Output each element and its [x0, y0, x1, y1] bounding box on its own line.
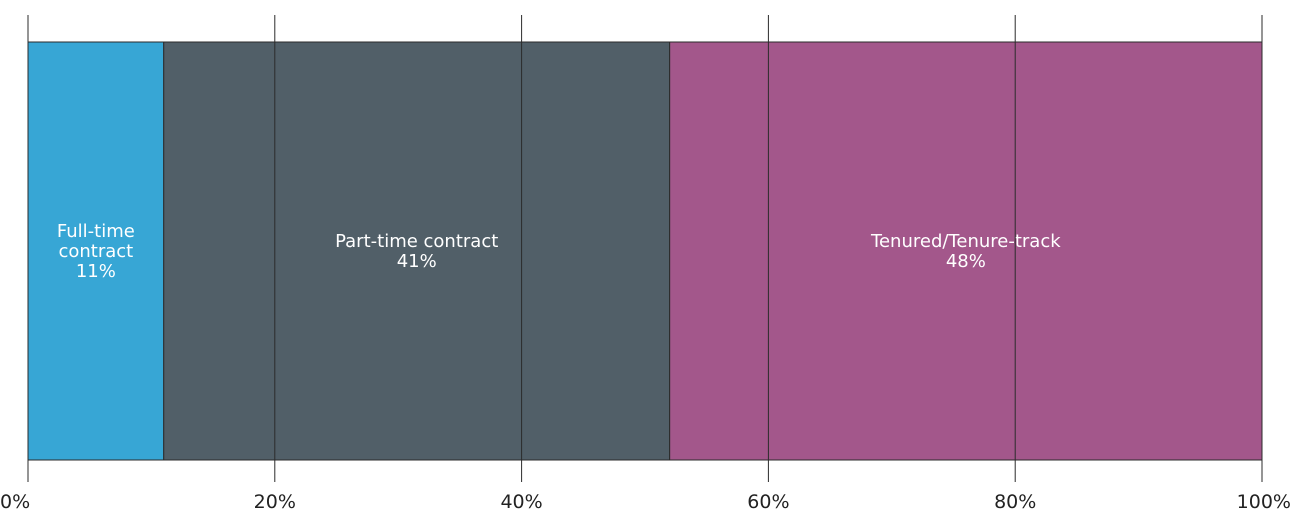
segment-name-line: Part-time contract [335, 231, 498, 252]
bar-segments [27, 41, 1263, 461]
segment-labels: Full-time contract 11% Part-time contract 41… [57, 221, 1061, 282]
x-tick-label: 100% [1237, 491, 1291, 513]
x-tick-label: 40% [500, 491, 542, 513]
segment-name-line: Full-time [57, 221, 135, 242]
segment-name-line: contract [58, 241, 133, 262]
segment-label-1: Part-time contract 41% [335, 231, 498, 272]
bar-segment-0 [27, 41, 165, 461]
segment-value-label: 48% [946, 251, 986, 272]
x-tick-label: 0% [0, 491, 30, 513]
segment-value-label: 41% [397, 251, 437, 272]
bar-segment-1 [163, 41, 671, 461]
segment-label-2: Tenured/Tenure-track 48% [870, 231, 1061, 272]
segment-name-line: Tenured/Tenure-track [870, 231, 1061, 252]
x-tick-label: 60% [747, 491, 789, 513]
x-tick-label: 20% [254, 491, 296, 513]
segment-value-label: 11% [76, 261, 116, 282]
x-tick-label: 80% [994, 491, 1036, 513]
segment-label-0: Full-time contract 11% [57, 221, 135, 282]
x-axis: 0% 20% 40% 60% 80% 100% [0, 15, 1291, 513]
